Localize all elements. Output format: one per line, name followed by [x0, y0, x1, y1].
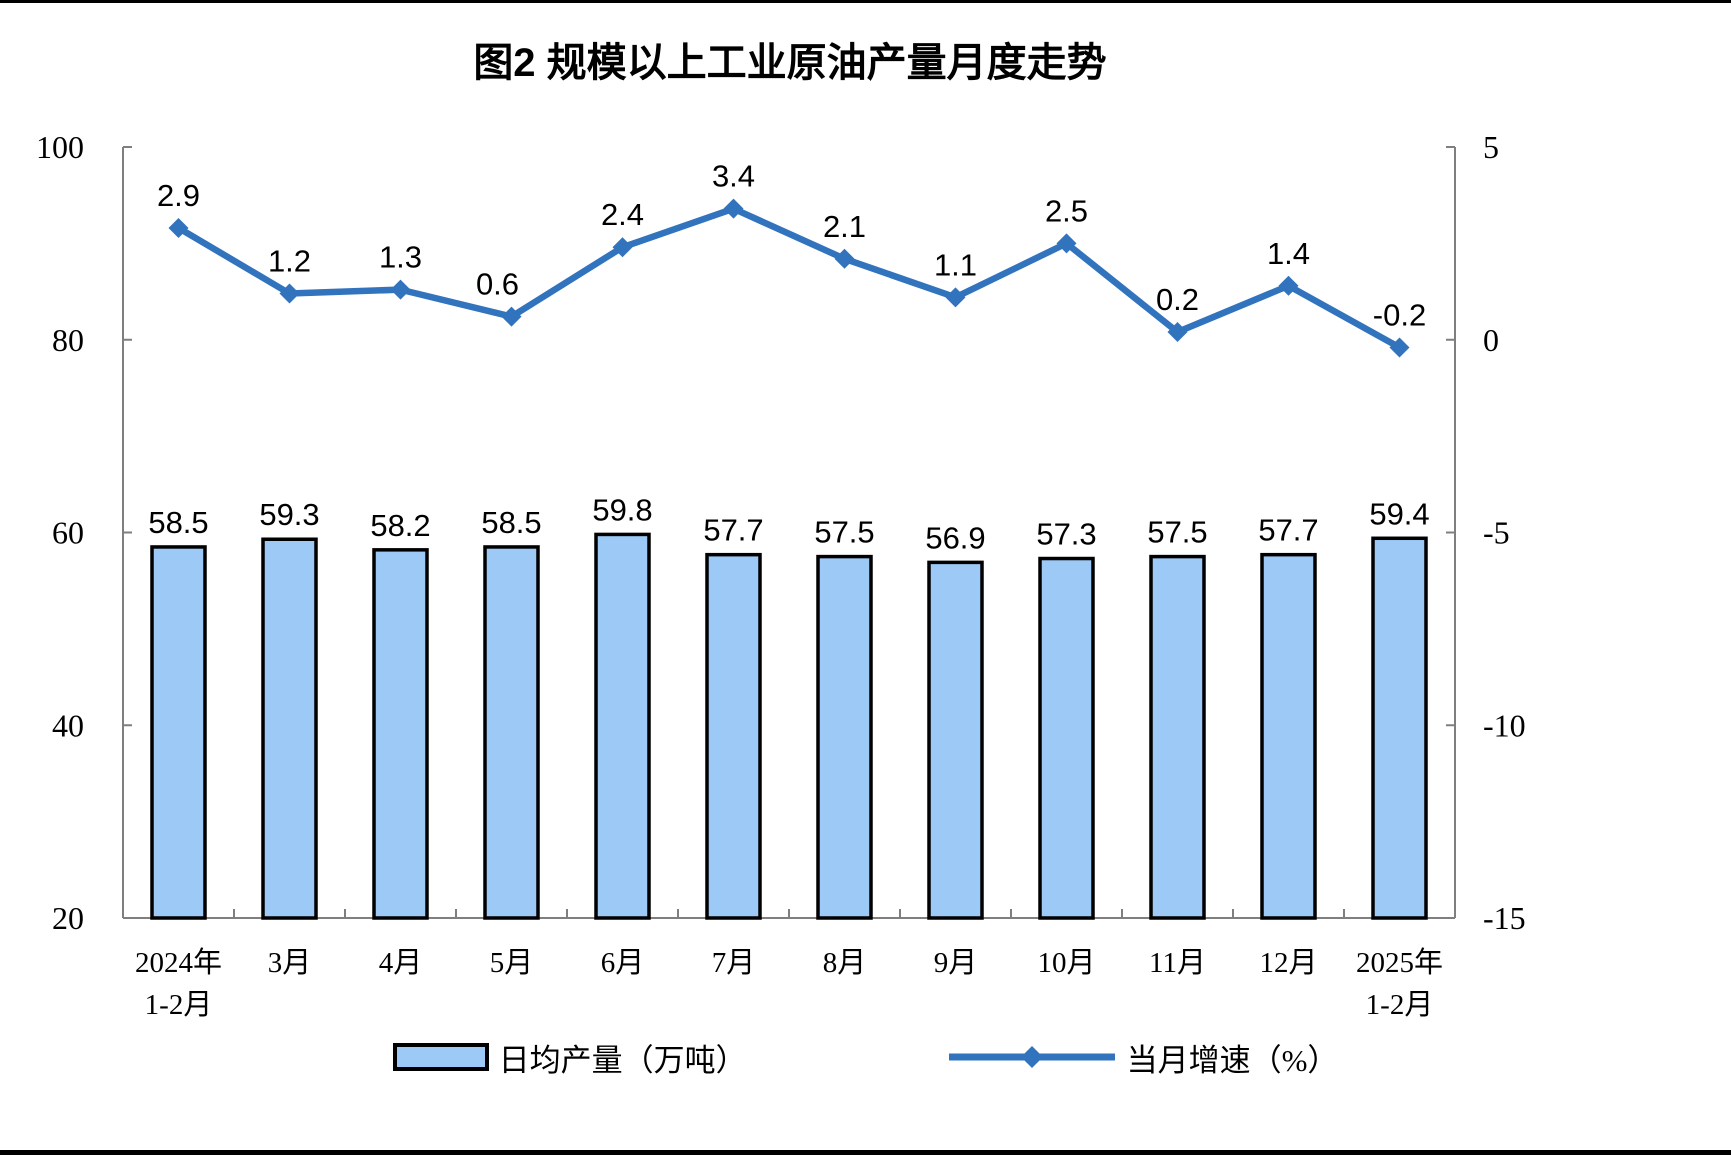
diamond-marker-icon: [1389, 337, 1410, 358]
bar-value-label: 57.3: [1036, 517, 1096, 552]
diamond-marker-icon: [1278, 275, 1299, 296]
growth-polyline: [175, 205, 1403, 351]
bar: [1260, 552, 1317, 920]
diamond-marker-icon: [390, 279, 411, 300]
line-value-label: 3.4: [712, 159, 755, 194]
category-label: 2024年: [135, 946, 222, 979]
bar-value-label: 59.8: [592, 492, 652, 527]
line-value-label: 0.6: [476, 267, 519, 302]
bar-value-label: 59.4: [1369, 496, 1429, 531]
left-axis-tick-label: 100: [36, 129, 84, 165]
bar: [372, 548, 429, 920]
category-label: 10月: [1037, 947, 1095, 979]
left-axis-tick-label: 20: [52, 900, 84, 936]
category-label: 3月: [268, 947, 312, 979]
bar-value-label: 57.7: [1258, 513, 1318, 548]
diamond-marker-icon: [945, 287, 966, 308]
right-axis-tick-label: -5: [1483, 515, 1510, 551]
category-label: 5月: [490, 947, 534, 979]
category-label: 2025年: [1356, 946, 1443, 979]
line-value-label: 2.1: [823, 209, 866, 244]
category-label: 1-2月: [145, 989, 213, 1021]
growth-line: [168, 198, 1410, 358]
legend: 日均产量（万吨） 当月增速（%）: [0, 1032, 1731, 1082]
diamond-marker-icon: [834, 248, 855, 269]
diamond-marker-icon: [723, 198, 744, 219]
right-axis-tick-label: -15: [1483, 900, 1526, 936]
diamond-marker-icon: [612, 237, 633, 258]
line-value-label: 2.9: [157, 178, 200, 213]
bar-value-label: 57.5: [1147, 515, 1207, 550]
line-value-labels: 2.9 1.2 1.3 0.6 2.4 3.4 2.1 1.1 2.5 0.2 1.4 -0.2: [157, 159, 1426, 333]
legend-item-bar: 日均产量（万吨）: [392, 1035, 747, 1080]
bar: [1149, 554, 1206, 920]
bar: [705, 552, 762, 920]
diamond-marker-icon: [279, 283, 300, 304]
bar-value-label: 58.5: [481, 505, 541, 540]
category-label: 7月: [712, 947, 756, 979]
diamond-marker-icon: [1167, 322, 1188, 343]
chart-title: 图2 规模以上工业原油产量月度走势: [473, 41, 1107, 85]
category-labels: 2024年 1-2月 3月 4月 5月 6月 7月 8月 9月 10月 11月 12月 2025年 1-2…: [135, 946, 1443, 1021]
right-axis-tick-label: -10: [1483, 707, 1526, 743]
bar: [261, 537, 318, 920]
bar-value-label: 59.3: [259, 497, 319, 532]
bar: [1371, 536, 1428, 920]
bar: [483, 545, 540, 920]
right-axis-tick-label: 0: [1483, 322, 1499, 358]
bar: [594, 532, 651, 920]
bars: [150, 532, 1428, 920]
bar-value-label: 58.2: [370, 508, 430, 543]
category-label: 4月: [379, 947, 423, 979]
left-axis-tick-label: 80: [52, 322, 84, 358]
legend-line-label: 当月增速（%）: [1126, 1042, 1339, 1078]
right-axis-tick-label: 5: [1483, 129, 1499, 165]
bar-value-label: 56.9: [925, 520, 985, 555]
category-label: 1-2月: [1366, 989, 1434, 1021]
category-label: 12月: [1259, 947, 1317, 979]
bar-value-label: 58.5: [148, 505, 208, 540]
line-value-label: 1.3: [379, 240, 422, 275]
page-top-border: [0, 0, 1731, 3]
line-value-label: 1.1: [934, 247, 977, 282]
bar: [1038, 556, 1095, 920]
legend-diamond-icon: [1020, 1046, 1043, 1068]
category-label: 11月: [1149, 947, 1206, 979]
line-diamond-swatch-icon: [948, 1046, 1115, 1068]
left-axis-tick-label: 60: [52, 515, 84, 551]
axes: [122, 146, 1456, 919]
left-axis-tick-label: 40: [52, 707, 84, 743]
line-value-label: 2.4: [601, 197, 644, 232]
diamond-marker-icon: [168, 217, 189, 238]
line-value-label: 1.4: [1267, 236, 1310, 271]
line-value-label: 0.2: [1156, 282, 1199, 317]
bar-value-label: 57.5: [814, 515, 874, 550]
page-bottom-border: [0, 1150, 1731, 1155]
diamond-marker-icon: [1056, 233, 1077, 254]
legend-bar-label: 日均产量（万吨）: [498, 1042, 747, 1078]
bar-value-labels: 58.5 59.3 58.2 58.5 59.8 57.7 57.5 56.9 57.3 57.5…: [148, 492, 1429, 555]
bar: [816, 554, 873, 920]
bar-value-label: 57.7: [703, 513, 763, 548]
bar: [927, 560, 984, 920]
line-value-label: 1.2: [268, 243, 311, 278]
category-label: 9月: [934, 947, 978, 979]
bar: [150, 545, 207, 920]
legend-item-line: 当月增速（%）: [947, 1035, 1339, 1080]
bar-swatch-icon: [392, 1043, 489, 1071]
category-label: 6月: [601, 947, 645, 979]
axis-labels: 100 80 60 40 20 5 0 -5 -10 -15: [36, 129, 1526, 936]
diamond-marker-icon: [501, 306, 522, 327]
line-value-label: 2.5: [1045, 193, 1088, 228]
line-value-label: -0.2: [1373, 297, 1426, 332]
category-label: 8月: [823, 947, 867, 979]
